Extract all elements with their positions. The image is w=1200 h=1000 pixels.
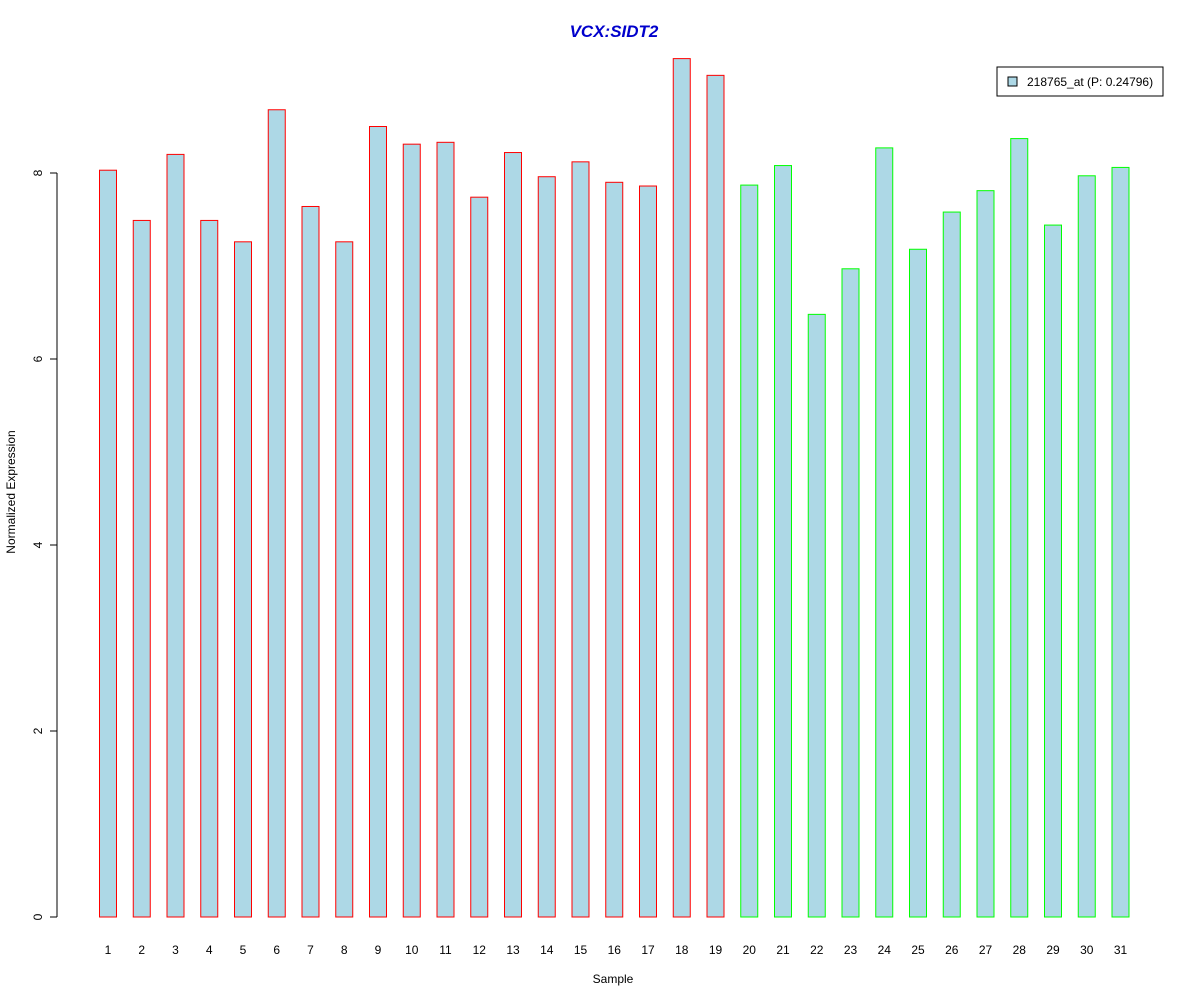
x-tick-label: 28: [1013, 943, 1027, 957]
x-tick-label: 10: [405, 943, 419, 957]
bar: [571, 161, 590, 918]
bar: [1077, 175, 1096, 918]
bar: [1111, 166, 1130, 918]
y-tick-label: 2: [31, 727, 45, 734]
legend-label: 218765_at (P: 0.24796): [1027, 75, 1153, 89]
legend-swatch: [1007, 76, 1018, 87]
x-tick-label: 14: [540, 943, 554, 957]
x-tick-label: 24: [878, 943, 892, 957]
x-tick-label: 11: [439, 943, 452, 957]
y-tick-label: 4: [31, 541, 45, 548]
bar: [369, 126, 387, 918]
bar: [200, 219, 219, 918]
x-tick-label: 30: [1080, 943, 1094, 957]
bar: [301, 205, 320, 918]
x-tick-label: 31: [1114, 943, 1128, 957]
bar: [537, 176, 556, 918]
bar: [672, 58, 691, 918]
bar: [807, 313, 826, 918]
x-tick-label: 25: [911, 943, 925, 957]
bar: [605, 181, 624, 918]
x-tick-label: 3: [172, 943, 179, 957]
x-tick-label: 21: [776, 943, 790, 957]
legend: 218765_at (P: 0.24796): [996, 66, 1164, 97]
y-tick-label: 8: [31, 169, 45, 176]
bar: [402, 143, 421, 918]
x-tick-label: 18: [675, 943, 689, 957]
bar: [841, 268, 860, 918]
y-tick-label: 0: [31, 913, 45, 920]
bar: [132, 219, 151, 918]
x-tick-label: 29: [1046, 943, 1060, 957]
y-axis: 0 2 4 6 8: [31, 169, 58, 920]
x-tick-label: 23: [844, 943, 858, 957]
x-tick-label: 5: [240, 943, 247, 957]
bar: [504, 152, 522, 918]
bar: [875, 147, 894, 918]
bar: [639, 185, 657, 918]
x-tick-label: 27: [979, 943, 993, 957]
x-tick-label: 8: [341, 943, 348, 957]
x-tick-label: 1: [105, 943, 112, 957]
legend-box: [996, 66, 1164, 97]
x-tick-label: 2: [138, 943, 145, 957]
bar: [1044, 224, 1062, 918]
x-tick-label: 26: [945, 943, 959, 957]
bar: [335, 241, 354, 918]
x-tick-label: 7: [307, 943, 314, 957]
x-tick-label: 16: [608, 943, 622, 957]
bar: [706, 74, 725, 918]
x-tick-label: 12: [473, 943, 487, 957]
bar: [1010, 138, 1029, 918]
bar: [740, 184, 759, 918]
y-axis-label: Normalized Expression: [4, 430, 18, 553]
x-tick-label: 15: [574, 943, 588, 957]
x-tick-label: 22: [810, 943, 824, 957]
x-tick-label: 4: [206, 943, 213, 957]
bar: [436, 141, 455, 918]
x-tick-labels: 1 2 3 4 5 6 7 8 9 10 11 12 13 14 15 16 17 18 19 20 21 22 23 24 2…: [105, 943, 1128, 957]
x-tick-label: 20: [743, 943, 757, 957]
x-tick-label: 19: [709, 943, 723, 957]
bar: [942, 211, 961, 918]
chart-title: VCX:SIDT2: [570, 22, 659, 41]
bars: [99, 58, 1130, 918]
x-tick-label: 9: [375, 943, 382, 957]
bar: [909, 248, 927, 918]
bar: [774, 165, 792, 918]
bar: [267, 109, 286, 918]
x-tick-label: 13: [506, 943, 520, 957]
bar: [470, 196, 489, 918]
bar: [99, 169, 117, 918]
bar: [234, 241, 252, 918]
x-tick-label: 6: [273, 943, 280, 957]
y-tick-label: 6: [31, 355, 45, 362]
bar: [166, 153, 185, 918]
x-tick-label: 17: [641, 943, 655, 957]
x-axis-label: Sample: [593, 972, 634, 986]
bar: [976, 190, 995, 918]
